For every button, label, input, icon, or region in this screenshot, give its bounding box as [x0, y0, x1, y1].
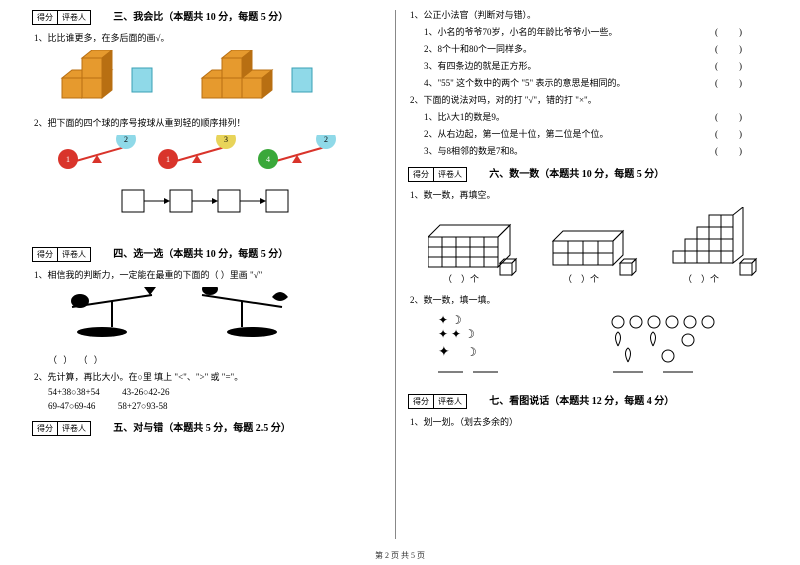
- grader-cell: 评卷人: [434, 395, 466, 408]
- grader-cell: 评卷人: [58, 248, 90, 261]
- q6-2: 2、数一数，填一填。: [410, 293, 768, 306]
- score-cell: 得分: [33, 422, 58, 435]
- svg-text:2: 2: [124, 135, 128, 144]
- svg-text:✦ ✦ ☽: ✦ ✦ ☽: [438, 327, 475, 341]
- judge2-item: 3、与8相邻的数是7和8。 ( ): [424, 144, 768, 157]
- grader-cell: 评卷人: [434, 168, 466, 181]
- judge-text: 2、8个十和80个一同样多。: [424, 44, 532, 54]
- section-7-title: 七、看图说话（本题共 12 分，每题 4 分）: [489, 392, 674, 407]
- paren-blank: ( ): [715, 127, 748, 140]
- page-footer: 第 2 页 共 5 页: [0, 550, 800, 561]
- grader-cell: 评卷人: [58, 11, 90, 24]
- left-column: 得分 评卷人 三、我会比（本题共 10 分，每题 5 分） 1、比比谁更多，在多…: [20, 4, 395, 545]
- judge-text: 2、从右边起，第一位是十位，第二位是个位。: [424, 129, 609, 139]
- shapes-count: ✦ ☽ ✦ ✦ ☽ ✦ ☽: [428, 312, 768, 382]
- svg-text:1: 1: [66, 155, 70, 164]
- score-box-sec6: 得分 评卷人: [408, 167, 467, 182]
- judge-item: 2、8个十和80个一同样多。 ( ): [424, 42, 768, 55]
- svg-text:（ ）个: （ ）个: [683, 274, 719, 284]
- balance-scales: [52, 287, 383, 347]
- judge-item: 4、"55" 这个数中的两个 "5" 表示的意思是相同的。 ( ): [424, 76, 768, 89]
- score-box-sec5: 得分 评卷人: [32, 421, 91, 436]
- judge-text: 1、比λ大1的数是9。: [424, 112, 505, 122]
- judge2-item: 1、比λ大1的数是9。 ( ): [424, 110, 768, 123]
- judge2-item: 2、从右边起，第一位是十位，第二位是个位。 ( ): [424, 127, 768, 140]
- q4-2-line1: 54+38○38+54 43-26○42-26: [48, 387, 383, 397]
- q6-1: 1、数一数，再填空。: [410, 188, 768, 201]
- score-box-sec3: 得分 评卷人: [32, 10, 91, 25]
- svg-text:（ ）个: （ ）个: [563, 274, 599, 284]
- judge-text: 3、与8相邻的数是7和8。: [424, 146, 523, 156]
- judge-text: 4、"55" 这个数中的两个 "5" 表示的意思是相同的。: [424, 78, 625, 88]
- seesaw-balls: 1 2 1 3 4 2: [52, 135, 383, 235]
- paren-blank: ( ): [715, 110, 748, 123]
- q4-2: 2、先计算，再比大小。在○里 填上 "<"、">" 或 "="。: [34, 370, 383, 383]
- q4-1: 1、相信我的判断力，一定能在最重的下面的（ ）里画 "√": [34, 268, 383, 281]
- section-5-title: 五、对与错（本题共 5 分，每题 2.5 分）: [113, 419, 291, 434]
- grader-cell: 评卷人: [58, 422, 90, 435]
- paren-blank: ( ): [715, 76, 748, 89]
- svg-text:☽: ☽: [466, 345, 477, 359]
- judge-intro: 1、公正小法官（判断对与错）。: [410, 8, 768, 21]
- svg-text:（ ）个: （ ）个: [443, 274, 479, 284]
- score-cell: 得分: [33, 248, 58, 261]
- section-6-title: 六、数一数（本题共 10 分，每题 5 分）: [489, 165, 664, 180]
- score-box-sec4: 得分 评卷人: [32, 247, 91, 262]
- q4-2-line2: 69-47○69-46 58+27○93-58: [48, 401, 383, 411]
- svg-text:✦: ✦: [438, 345, 450, 360]
- cube-stacks: （ ）个 （ ）个 （ ）个: [428, 207, 768, 287]
- paren-blank: ( ): [715, 59, 748, 72]
- checkbox-left[interactable]: [132, 68, 152, 92]
- q4-1-blanks: （ ） （ ）: [48, 353, 383, 366]
- section-4-title: 四、选一选（本题共 10 分，每题 5 分）: [113, 245, 288, 260]
- judge-text: 3、有四条边的就是正方形。: [424, 61, 537, 71]
- page: 得分 评卷人 三、我会比（本题共 10 分，每题 5 分） 1、比比谁更多，在多…: [0, 0, 800, 545]
- paren-blank: ( ): [715, 42, 748, 55]
- score-cell: 得分: [409, 395, 434, 408]
- q3-2: 2、把下面的四个球的序号按球从重到轻的顺序排列！: [34, 116, 383, 129]
- score-box-sec7: 得分 评卷人: [408, 394, 467, 409]
- cube-comparison: [52, 50, 383, 110]
- svg-text:✦ ☽: ✦ ☽: [438, 313, 462, 327]
- checkbox-right[interactable]: [292, 68, 312, 92]
- section-3-title: 三、我会比（本题共 10 分，每题 5 分）: [113, 8, 288, 23]
- right-column: 1、公正小法官（判断对与错）。 1、小名的爷爷70岁，小名的年龄比爷爷小一些。 (…: [396, 4, 780, 545]
- svg-text:1: 1: [166, 155, 170, 164]
- q3-1: 1、比比谁更多，在多后面的画√。: [34, 31, 383, 44]
- svg-text:4: 4: [266, 155, 270, 164]
- svg-text:3: 3: [224, 135, 228, 144]
- paren-blank: ( ): [715, 144, 748, 157]
- q7-1: 1、划一划。（划去多余的）: [410, 415, 768, 428]
- paren-blank: ( ): [715, 25, 748, 38]
- judge-intro2: 2、下面的说法对吗，对的打 "√"，错的打 "×"。: [410, 93, 768, 106]
- score-cell: 得分: [409, 168, 434, 181]
- judge-text: 1、小名的爷爷70岁，小名的年龄比爷爷小一些。: [424, 27, 618, 37]
- judge-item: 1、小名的爷爷70岁，小名的年龄比爷爷小一些。 ( ): [424, 25, 768, 38]
- score-cell: 得分: [33, 11, 58, 24]
- svg-text:2: 2: [324, 135, 328, 144]
- judge-item: 3、有四条边的就是正方形。 ( ): [424, 59, 768, 72]
